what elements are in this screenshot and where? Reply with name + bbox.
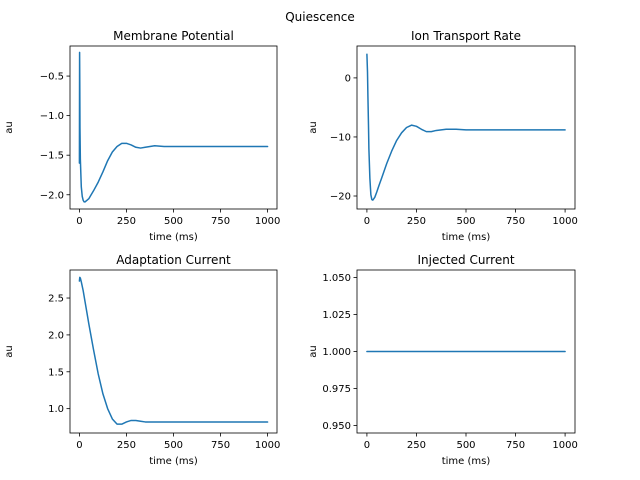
y-tick-label: −10: [330, 132, 351, 143]
x-tick-label: 0: [76, 440, 82, 451]
subplot-1: 0 250 500 750 1000 −0.5 −1.0 −1.5 −2.0 Membrane P…: [4, 29, 280, 243]
y-tick-label: 1.5: [48, 367, 64, 378]
subplot-title: Membrane Potential: [113, 29, 234, 43]
subplot-grid: 0 250 500 750 1000 −0.5 −1.0 −1.5 −2.0 Membrane P…: [4, 29, 578, 467]
y-tick-label: −2.0: [40, 190, 64, 201]
y-axis-label: au: [308, 345, 319, 357]
y-tick-label: 0.975: [322, 384, 351, 395]
y-axis-label: au: [4, 345, 15, 357]
y-tick-label: 1.050: [322, 273, 351, 284]
subplot-title: Injected Current: [417, 253, 514, 267]
x-tick-label: 750: [506, 440, 525, 451]
x-tick-label: 1000: [552, 440, 577, 451]
y-axis-label: au: [308, 121, 319, 133]
x-tick-label: 750: [211, 216, 230, 227]
y-tick-label: 1.025: [322, 310, 351, 321]
y-tick-label: −1.5: [40, 151, 64, 162]
x-axis-label: time (ms): [149, 232, 198, 243]
series-line: [366, 53, 566, 201]
x-tick-label: 500: [164, 440, 183, 451]
x-tick-label: 1000: [552, 216, 577, 227]
x-tick-label: 1000: [255, 440, 280, 451]
y-tick-label: 1.000: [322, 347, 351, 358]
x-tick-label: 0: [364, 440, 370, 451]
y-tick-label: −1.0: [40, 111, 64, 122]
x-tick-label: 250: [117, 216, 136, 227]
x-tick-label: 500: [456, 216, 475, 227]
subplot-title: Adaptation Current: [116, 253, 231, 267]
subplot-4: 0 250 500 750 1000 0.950 0.975 1.000 1.025 1.050 I…: [308, 253, 578, 467]
x-tick-label: 0: [364, 216, 370, 227]
x-tick-label: 1000: [255, 216, 280, 227]
y-tick-label: 2.0: [48, 330, 64, 341]
x-tick-label: 750: [211, 440, 230, 451]
subplot-3: 0 250 500 750 1000 1.0 1.5 2.0 2.5 Adaptation Cur…: [4, 253, 280, 467]
series-line: [78, 51, 269, 203]
x-tick-label: 250: [117, 440, 136, 451]
y-axis-label: au: [4, 121, 15, 133]
x-tick-label: 0: [76, 216, 82, 227]
x-tick-label: 250: [407, 216, 426, 227]
y-tick-label: 2.5: [48, 294, 64, 305]
y-tick-label: −20: [330, 192, 351, 203]
y-tick-label: 0.950: [322, 421, 351, 432]
x-tick-label: 500: [164, 216, 183, 227]
y-tick-label: 0: [345, 73, 351, 84]
subplot-2: 0 250 500 750 1000 0 −10 −20 Ion Transport Rate t…: [308, 29, 578, 243]
subplot-title: Ion Transport Rate: [411, 29, 521, 43]
y-tick-label: −0.5: [40, 72, 64, 83]
x-tick-label: 500: [456, 440, 475, 451]
x-axis-label: time (ms): [442, 232, 491, 243]
x-tick-label: 750: [506, 216, 525, 227]
series-line: [78, 276, 269, 425]
x-axis-label: time (ms): [149, 456, 198, 467]
y-tick-label: 1.0: [48, 404, 64, 415]
x-axis-label: time (ms): [442, 456, 491, 467]
x-tick-label: 250: [407, 440, 426, 451]
figure-suptitle: Quiescence: [285, 10, 355, 24]
